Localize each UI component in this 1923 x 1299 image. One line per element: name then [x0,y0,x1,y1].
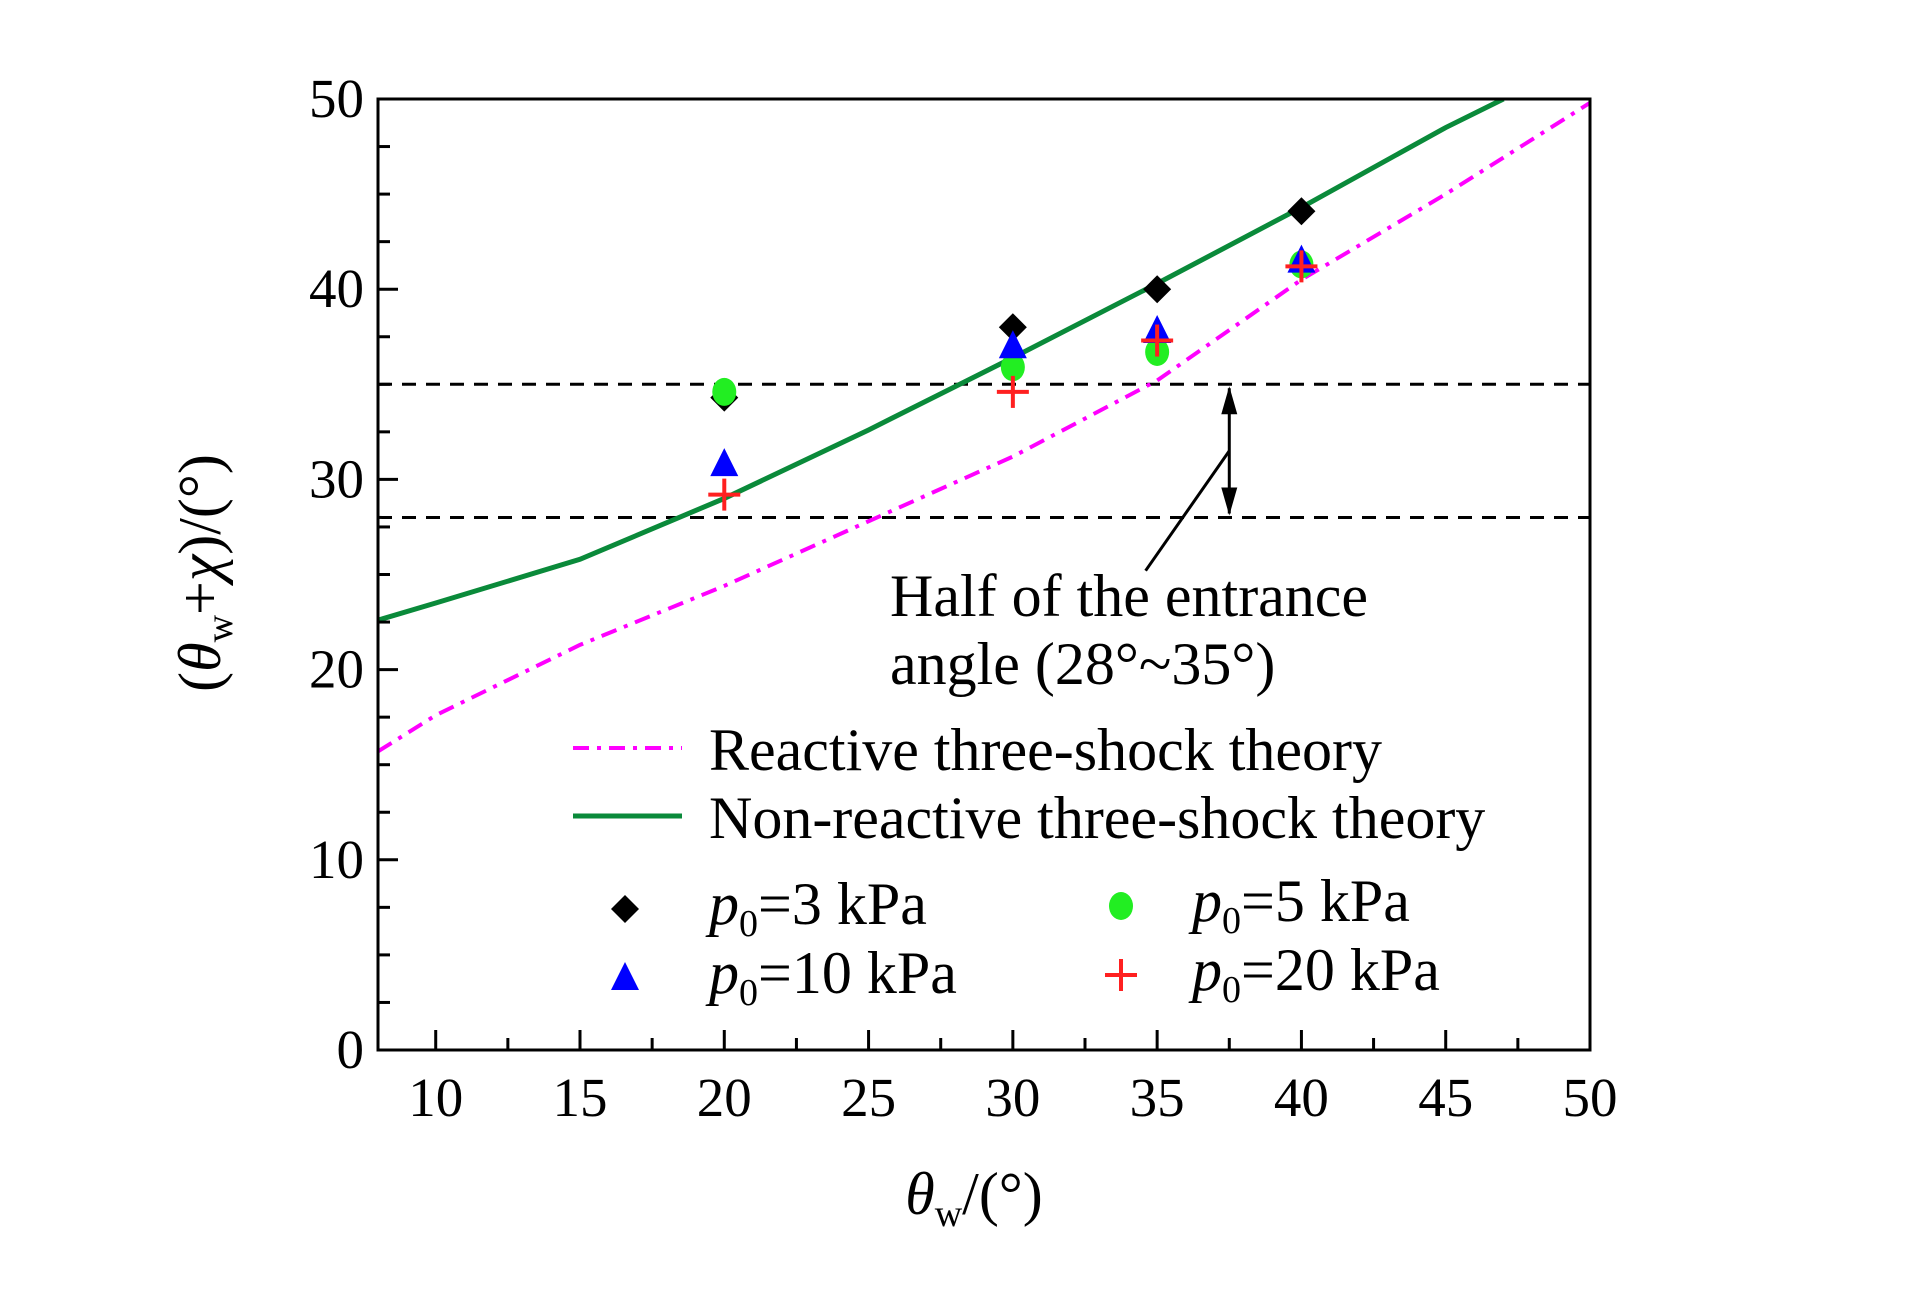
y-tick-label: 30 [309,448,364,509]
x-tick-label: 50 [1563,1067,1618,1128]
legend-label-plus: p0=20 kPa [1188,937,1440,1011]
arrow-head-up [1221,386,1238,415]
x-tick-label: 10 [408,1067,463,1128]
point-triangle-20 [710,448,739,477]
y-tick-label: 50 [309,68,364,129]
annotation-leader [1144,450,1231,572]
point-diamond-30 [998,313,1027,342]
point-plus-35 [1141,324,1174,357]
point-plus-30 [996,375,1029,408]
x-tick-label: 25 [841,1067,896,1128]
y-tick-label: 10 [309,829,364,890]
legend-marker-circle [1109,892,1133,920]
annotation-line1: Half of the entrance [890,563,1368,629]
legend-label-circle: p0=5 kPa [1188,868,1410,942]
y-tick-label: 0 [337,1019,365,1080]
point-circle-30 [1000,353,1025,382]
x-tick-label: 20 [697,1067,752,1128]
y-tick-label: 40 [309,258,364,319]
y-axis-label: (θw+χ)/(°) [167,454,241,692]
x-tick-label: 15 [553,1067,608,1128]
point-circle-20 [712,377,737,406]
point-diamond-35 [1143,275,1172,304]
non-reactive-curve [378,99,1505,623]
legend-marker-triangle [611,962,639,990]
x-axis-label: θw/(°) [905,1161,1043,1235]
reactive-curve [378,101,1590,754]
legend-label-1: Non-reactive three-shock theory [709,785,1485,851]
legend-label-diamond: p0=3 kPa [705,871,927,945]
point-plus-20 [708,478,741,511]
x-tick-label: 40 [1274,1067,1329,1128]
legend-label-triangle: p0=10 kPa [705,940,957,1014]
point-plus-40 [1285,250,1318,283]
legend-label-0: Reactive three-shock theory [709,717,1382,783]
legend-marker-diamond [611,895,639,923]
arrow-head-down [1221,487,1238,516]
point-triangle-30 [998,330,1027,359]
x-tick-label: 45 [1418,1067,1473,1128]
point-diamond-40 [1287,197,1316,226]
legend-marker-plus [1105,959,1137,991]
x-tick-label: 35 [1130,1067,1185,1128]
x-tick-label: 30 [985,1067,1040,1128]
y-tick-label: 20 [309,639,364,700]
annotation-line2: angle (28°~35°) [890,631,1275,697]
